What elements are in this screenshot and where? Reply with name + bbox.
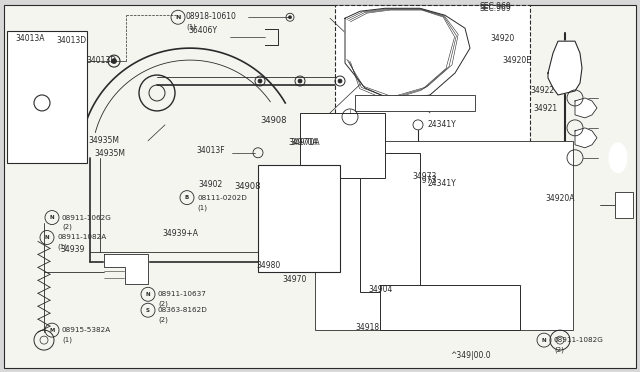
Text: 36406Y: 36406Y [188, 26, 217, 35]
Text: 08911-1082G: 08911-1082G [554, 337, 604, 343]
Bar [335, 5, 530, 153]
Circle shape [111, 59, 116, 64]
Text: 08911-1082A: 08911-1082A [57, 234, 106, 240]
Text: 34920E: 34920E [502, 56, 531, 65]
Bar [300, 128, 585, 342]
Ellipse shape [609, 143, 627, 173]
Circle shape [338, 79, 342, 83]
Text: 08911-10637: 08911-10637 [158, 291, 207, 297]
Text: 34980: 34980 [256, 262, 280, 270]
Text: (2): (2) [554, 347, 564, 353]
Text: 34939: 34939 [60, 246, 84, 254]
Polygon shape [575, 128, 597, 148]
Text: 08918-10610: 08918-10610 [186, 12, 237, 21]
Bar [615, 192, 633, 218]
Text: 34920: 34920 [490, 34, 515, 43]
Circle shape [289, 16, 291, 19]
Text: 34935M: 34935M [88, 136, 119, 145]
Text: 34013D: 34013D [56, 36, 86, 45]
Text: 08363-8162D: 08363-8162D [158, 307, 208, 313]
Polygon shape [548, 41, 582, 95]
Bar [360, 153, 420, 292]
Text: SEC.969: SEC.969 [480, 4, 512, 13]
Text: (1): (1) [57, 244, 67, 250]
Text: 08911-1062G: 08911-1062G [62, 215, 112, 221]
Text: 34935M: 34935M [94, 149, 125, 158]
Text: 34013D: 34013D [86, 56, 116, 65]
Text: (1): (1) [197, 204, 207, 211]
Text: (2): (2) [158, 317, 168, 323]
Text: 34908: 34908 [260, 116, 287, 125]
Text: 34013A: 34013A [15, 34, 45, 43]
Text: 24341Y: 24341Y [428, 120, 457, 129]
Text: 24341Y: 24341Y [428, 179, 457, 187]
Text: 34970A: 34970A [290, 138, 319, 147]
Text: 08111-0202D: 08111-0202D [197, 195, 247, 201]
Text: 34920A: 34920A [545, 193, 575, 203]
Polygon shape [345, 8, 470, 101]
Text: 34939+A: 34939+A [162, 230, 198, 238]
Text: 34922: 34922 [530, 86, 554, 95]
Text: 34973: 34973 [412, 176, 436, 185]
Bar [258, 165, 340, 272]
Text: N: N [50, 215, 54, 220]
Text: N: N [541, 338, 547, 343]
Text: N: N [175, 15, 180, 20]
Text: (2): (2) [158, 301, 168, 307]
Bar [300, 113, 385, 178]
Text: 34918: 34918 [355, 323, 379, 332]
Bar [315, 141, 573, 330]
Text: 34973: 34973 [412, 171, 436, 181]
Circle shape [298, 79, 302, 83]
Text: N: N [45, 235, 49, 240]
Text: 34970: 34970 [282, 275, 307, 284]
Bar [7, 31, 87, 163]
Text: ^349|00.0: ^349|00.0 [450, 351, 491, 360]
Text: 34902: 34902 [198, 180, 222, 189]
Text: 34921: 34921 [533, 104, 557, 113]
Text: 34904: 34904 [368, 285, 392, 294]
Polygon shape [575, 98, 597, 118]
Text: S: S [146, 308, 150, 313]
Text: (2): (2) [62, 224, 72, 231]
Text: 34908: 34908 [234, 182, 260, 190]
Text: 34970A: 34970A [288, 138, 317, 147]
Circle shape [258, 79, 262, 83]
Text: (1): (1) [62, 337, 72, 343]
Text: N: N [146, 292, 150, 297]
Bar [355, 95, 475, 111]
Text: 34013F: 34013F [196, 146, 225, 155]
Text: M: M [49, 328, 54, 333]
Bar [380, 285, 520, 330]
Text: B: B [185, 195, 189, 200]
Text: SEC.969: SEC.969 [480, 2, 512, 11]
Polygon shape [104, 254, 148, 284]
Text: 08915-5382A: 08915-5382A [62, 327, 111, 333]
Text: (1): (1) [186, 24, 196, 30]
